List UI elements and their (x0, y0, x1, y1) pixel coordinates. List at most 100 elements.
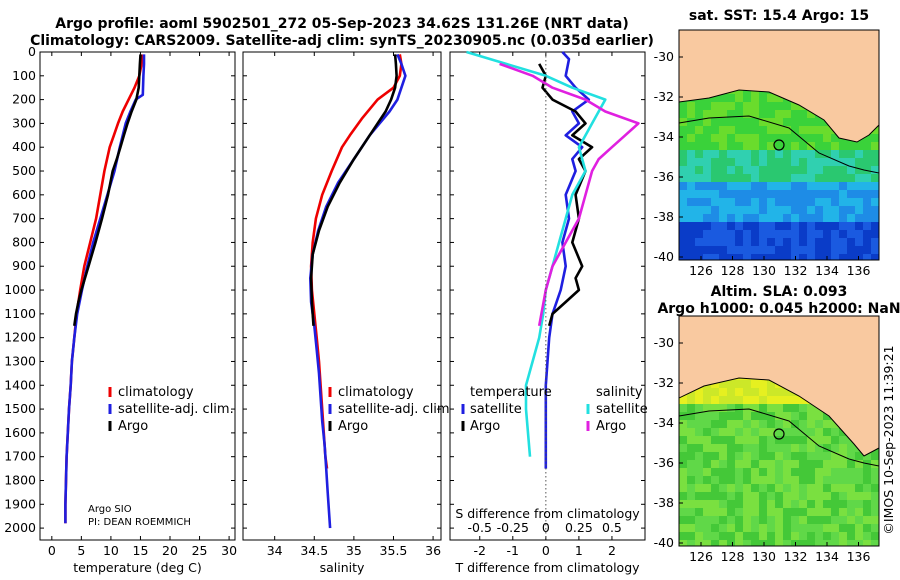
map-cell (863, 150, 871, 158)
map-cell (743, 142, 751, 150)
map-cell (775, 532, 783, 540)
map-cell (863, 508, 871, 516)
map-cell (871, 484, 879, 492)
map-cell (775, 238, 783, 246)
map-cell (839, 500, 847, 508)
map-cell (831, 174, 839, 182)
map-cell (823, 150, 831, 158)
map-cell (799, 214, 807, 222)
map-cell (839, 254, 847, 260)
map-cell (711, 166, 719, 174)
map-cell (815, 174, 823, 182)
map-cell (863, 484, 871, 492)
map-cell (863, 174, 871, 182)
map-cell (871, 158, 879, 166)
map-cell (719, 134, 727, 142)
map-cell (695, 516, 703, 524)
map-cell (711, 388, 719, 396)
map-cell (863, 468, 871, 476)
x-tick-label: 30 (221, 543, 237, 558)
map-cell (735, 158, 743, 166)
map-cell (783, 420, 791, 428)
map-cell (719, 118, 727, 126)
map-cell (751, 206, 759, 214)
map-cell (871, 190, 879, 198)
map-cell (751, 452, 759, 460)
map-cell (735, 492, 743, 500)
map-cell (799, 254, 807, 260)
series-line-argo (309, 54, 398, 326)
map-cell (751, 500, 759, 508)
map-cell (863, 238, 871, 246)
map-cell (823, 158, 831, 166)
map-cell (687, 142, 695, 150)
map-cell (823, 524, 831, 532)
map-cell (815, 230, 823, 238)
y-tick-label: 2000 (4, 520, 36, 535)
map-cell (807, 532, 815, 540)
map-cell (783, 214, 791, 222)
map-cell (751, 230, 759, 238)
map-cell (767, 190, 775, 198)
map-cell (727, 102, 735, 110)
map-cell (767, 254, 775, 260)
map-cell (695, 198, 703, 206)
map-cell (743, 516, 751, 524)
map-cell (855, 230, 863, 238)
map-cell (759, 396, 767, 404)
argo-position-marker (773, 139, 785, 151)
map-cell (687, 412, 695, 420)
map-cell (735, 214, 743, 222)
map-cell (759, 452, 767, 460)
map-cell (687, 476, 695, 484)
map-cell (751, 94, 759, 102)
map-cell (703, 126, 711, 134)
map-cell (687, 110, 695, 118)
map-cell (695, 190, 703, 198)
map-cell (815, 214, 823, 222)
map-cell (719, 380, 727, 388)
map-cell (759, 150, 767, 158)
map-cell (831, 500, 839, 508)
map-cell (815, 500, 823, 508)
map-cell (847, 508, 855, 516)
map-cell (695, 118, 703, 126)
map-cell (703, 166, 711, 174)
map-cell (751, 388, 759, 396)
legend-label: climatology (118, 385, 194, 400)
map-cell (823, 500, 831, 508)
map-cell (719, 516, 727, 524)
map-cell (703, 452, 711, 460)
map-cell (775, 142, 783, 150)
map-cell (799, 150, 807, 158)
map-cell (871, 166, 879, 174)
map-cell (799, 142, 807, 150)
map-cell (743, 102, 751, 110)
map-cell (839, 444, 847, 452)
map-cell (695, 532, 703, 540)
map-cell (823, 484, 831, 492)
map-cell (679, 516, 687, 524)
map-cell (695, 396, 703, 404)
map-cell (775, 134, 783, 142)
map-cell (735, 190, 743, 198)
map-cell (815, 126, 823, 134)
map-x-tick-label: 132 (784, 549, 808, 564)
map-x-tick-label: 128 (721, 549, 745, 564)
map-cell (759, 500, 767, 508)
map-cell (783, 452, 791, 460)
map-cell (727, 118, 735, 126)
map-cell (711, 484, 719, 492)
map-cell (855, 142, 863, 150)
map-cell (831, 150, 839, 158)
map-cell (767, 524, 775, 532)
map-cell (775, 102, 783, 110)
map-cell (815, 238, 823, 246)
map-cell (831, 476, 839, 484)
map-cell (679, 126, 687, 134)
map-cell (679, 452, 687, 460)
map-cell (751, 524, 759, 532)
map-cell (759, 420, 767, 428)
map-cell (839, 476, 847, 484)
map-cell (687, 206, 695, 214)
